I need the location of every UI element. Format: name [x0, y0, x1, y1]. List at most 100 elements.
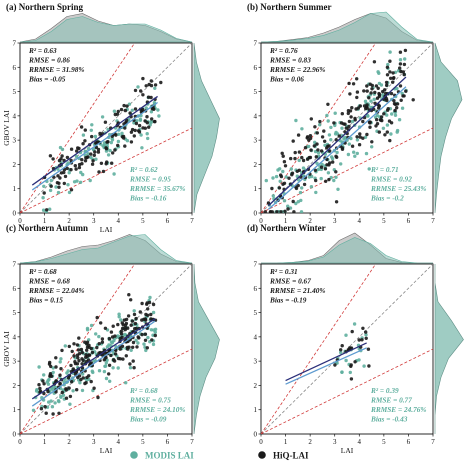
point-modis [106, 153, 111, 157]
point-modis [107, 343, 111, 347]
upper-bound-line [261, 43, 377, 213]
point-hiq [133, 128, 137, 133]
y-tick-label: 7 [254, 40, 258, 48]
point-hiq [374, 124, 378, 128]
x-tick-label: 4 [358, 438, 362, 446]
point-modis [112, 109, 117, 113]
point-modis [138, 117, 143, 122]
point-hiq [362, 89, 366, 93]
right-density-modis [434, 42, 463, 214]
point-hiq [77, 374, 82, 378]
stat-modis: RMSE = 0.92 [370, 175, 412, 184]
y-tick-label: 6 [13, 64, 17, 72]
stat-modis: RRMSE = 24.76% [370, 405, 426, 414]
point-modis [326, 171, 331, 175]
point-hiq [146, 307, 150, 311]
point-hiq [322, 129, 326, 133]
point-hiq [301, 158, 306, 163]
x-tick-label: 7 [190, 217, 194, 225]
point-modis [278, 179, 282, 183]
stat-modis: R² = 0.62 [129, 165, 158, 174]
x-tick-label: 0 [259, 438, 263, 446]
point-hiq [59, 171, 64, 175]
point-hiq [307, 155, 311, 160]
point-hiq [119, 107, 124, 112]
point-hiq [109, 330, 114, 334]
point-modis [335, 150, 339, 155]
x-tick-label: 2 [67, 217, 71, 225]
point-modis [129, 348, 133, 352]
point-hiq [130, 127, 135, 132]
x-tick-label: 3 [92, 438, 96, 446]
y-tick-label: 7 [254, 261, 258, 269]
point-hiq [339, 348, 343, 352]
point-hiq [403, 48, 408, 53]
point-hiq [83, 139, 87, 143]
point-hiq [379, 115, 384, 119]
lower-bound-line [20, 127, 192, 213]
point-modis [264, 178, 268, 183]
point-hiq [411, 98, 415, 102]
point-hiq [331, 160, 335, 164]
point-hiq [129, 140, 134, 144]
stat-hiq: RRMSE = 22.04% [28, 286, 84, 295]
plot-area [20, 43, 192, 213]
point-hiq [103, 326, 108, 330]
point-hiq [286, 207, 290, 211]
point-hiq [65, 155, 70, 160]
stat-hiq: R² = 0.63 [28, 46, 57, 55]
point-hiq [48, 154, 53, 158]
point-hiq [385, 130, 389, 134]
point-hiq [365, 84, 369, 88]
point-hiq [77, 359, 81, 363]
point-hiq [58, 381, 62, 386]
point-modis [320, 162, 324, 167]
point-hiq [346, 111, 350, 116]
point-hiq [300, 155, 304, 160]
y-tick-label: 3 [254, 137, 258, 145]
point-hiq [149, 312, 153, 317]
point-modis [94, 157, 98, 161]
point-modis [349, 136, 353, 141]
point-hiq [57, 185, 61, 189]
point-modis [100, 115, 105, 119]
point-modis [65, 371, 69, 375]
point-hiq [399, 69, 403, 74]
x-tick-label: 1 [43, 217, 47, 225]
point-hiq [351, 82, 356, 86]
point-modis [136, 341, 140, 345]
point-modis [400, 106, 405, 110]
point-hiq [355, 95, 359, 100]
point-hiq [135, 345, 139, 349]
point-hiq [80, 362, 84, 366]
point-hiq [340, 344, 344, 348]
point-modis [298, 190, 303, 195]
point-modis [350, 119, 355, 124]
fit-line-modis [31, 101, 158, 191]
point-modis [132, 309, 136, 313]
point-hiq [133, 327, 137, 331]
point-hiq [145, 346, 149, 350]
point-hiq [348, 92, 352, 96]
point-modis [59, 357, 63, 361]
point-hiq [353, 118, 357, 122]
point-hiq [389, 121, 394, 125]
point-hiq [334, 154, 338, 158]
point-hiq [101, 169, 106, 174]
point-hiq [334, 170, 338, 174]
point-hiq [54, 365, 58, 369]
point-hiq [391, 80, 395, 84]
point-modis [130, 108, 134, 113]
point-modis [102, 369, 107, 374]
fit-line-modis [285, 347, 367, 385]
point-modis [93, 134, 98, 139]
point-hiq [116, 322, 120, 327]
point-hiq [375, 96, 380, 100]
point-hiq [65, 166, 69, 171]
point-hiq [377, 130, 381, 134]
point-hiq [90, 162, 95, 166]
right-density-modis [193, 42, 220, 214]
point-hiq [90, 350, 95, 355]
point-modis [80, 388, 85, 393]
point-hiq [145, 115, 149, 119]
